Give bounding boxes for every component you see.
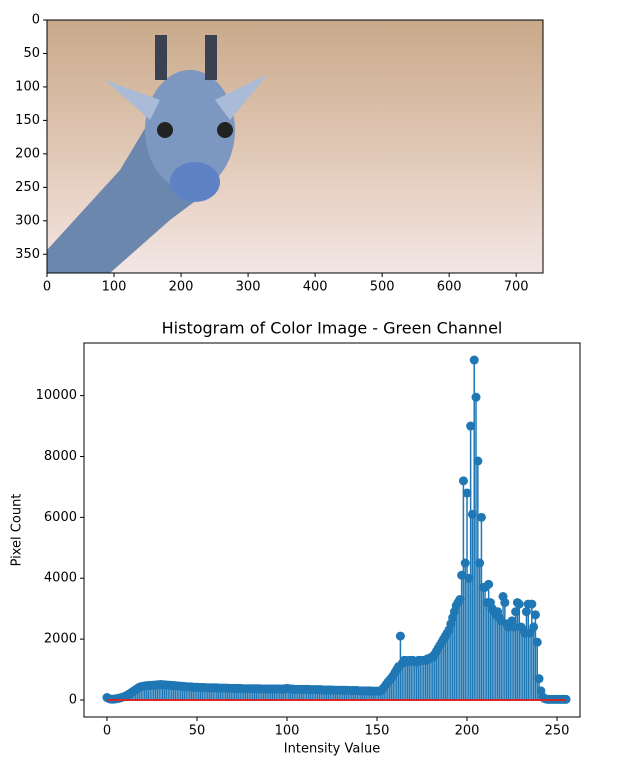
image — [47, 20, 543, 273]
stem-marker — [534, 674, 544, 684]
x-axis-label: Intensity Value — [284, 742, 380, 757]
y-tick-label: 150 — [15, 113, 40, 128]
stem-marker — [484, 579, 494, 589]
stem-marker — [469, 355, 479, 365]
stem-marker — [460, 558, 470, 568]
x-tick-label: 300 — [236, 280, 261, 295]
x-tick-label: 100 — [102, 280, 127, 295]
x-tick-label: 200 — [455, 724, 480, 739]
stem-marker — [458, 476, 468, 486]
x-tick-label: 500 — [370, 280, 395, 295]
y-tick-label: 300 — [15, 213, 40, 228]
x-tick-label: 250 — [545, 724, 570, 739]
x-tick-label: 100 — [275, 724, 300, 739]
stem-marker — [530, 610, 540, 620]
x-tick-label: 200 — [169, 280, 194, 295]
x-tick-label: 0 — [43, 280, 51, 295]
x-tick-label: 0 — [103, 724, 111, 739]
stem-marker — [529, 622, 539, 632]
stem-marker — [527, 599, 537, 609]
y-tick-label: 0 — [69, 692, 77, 707]
y-tick-label: 200 — [15, 146, 40, 161]
stem-marker — [532, 637, 542, 647]
stem-marker — [466, 421, 476, 431]
stem-marker — [476, 512, 486, 522]
y-tick-label: 100 — [15, 79, 40, 94]
stem-marker — [464, 573, 474, 583]
y-tick-label: 8000 — [44, 449, 77, 464]
stem-marker — [521, 607, 531, 617]
stem-marker — [457, 570, 467, 580]
stem-marker — [511, 607, 521, 617]
y-tick-label: 0 — [32, 13, 40, 28]
y-tick-label: 250 — [15, 180, 40, 195]
x-tick-label: 50 — [189, 724, 206, 739]
stem-marker — [500, 598, 510, 608]
y-tick-label: 2000 — [44, 632, 77, 647]
x-tick-label: 150 — [365, 724, 390, 739]
stem-marker — [462, 488, 472, 498]
stem-marker — [509, 622, 519, 632]
x-tick-label: 600 — [437, 280, 462, 295]
stem-marker — [514, 599, 524, 609]
y-axis-label: Pixel Count — [10, 494, 25, 567]
x-tick-label: 400 — [303, 280, 328, 295]
stem-marker — [455, 595, 465, 605]
chart-title: Histogram of Color Image - Green Channel — [162, 319, 503, 338]
stem-marker — [467, 509, 477, 519]
y-tick-label: 350 — [15, 247, 40, 262]
stem-marker — [475, 558, 485, 568]
stem-marker — [471, 392, 481, 402]
x-tick-label: 700 — [504, 280, 529, 295]
plot-frame — [83, 342, 581, 718]
y-tick-label: 4000 — [44, 571, 77, 586]
stem-marker — [473, 456, 483, 466]
y-tick-label: 6000 — [44, 510, 77, 525]
y-tick-label: 50 — [23, 46, 40, 61]
image-frame — [46, 19, 544, 274]
y-tick-label: 10000 — [36, 388, 77, 403]
stem-marker — [395, 631, 405, 641]
